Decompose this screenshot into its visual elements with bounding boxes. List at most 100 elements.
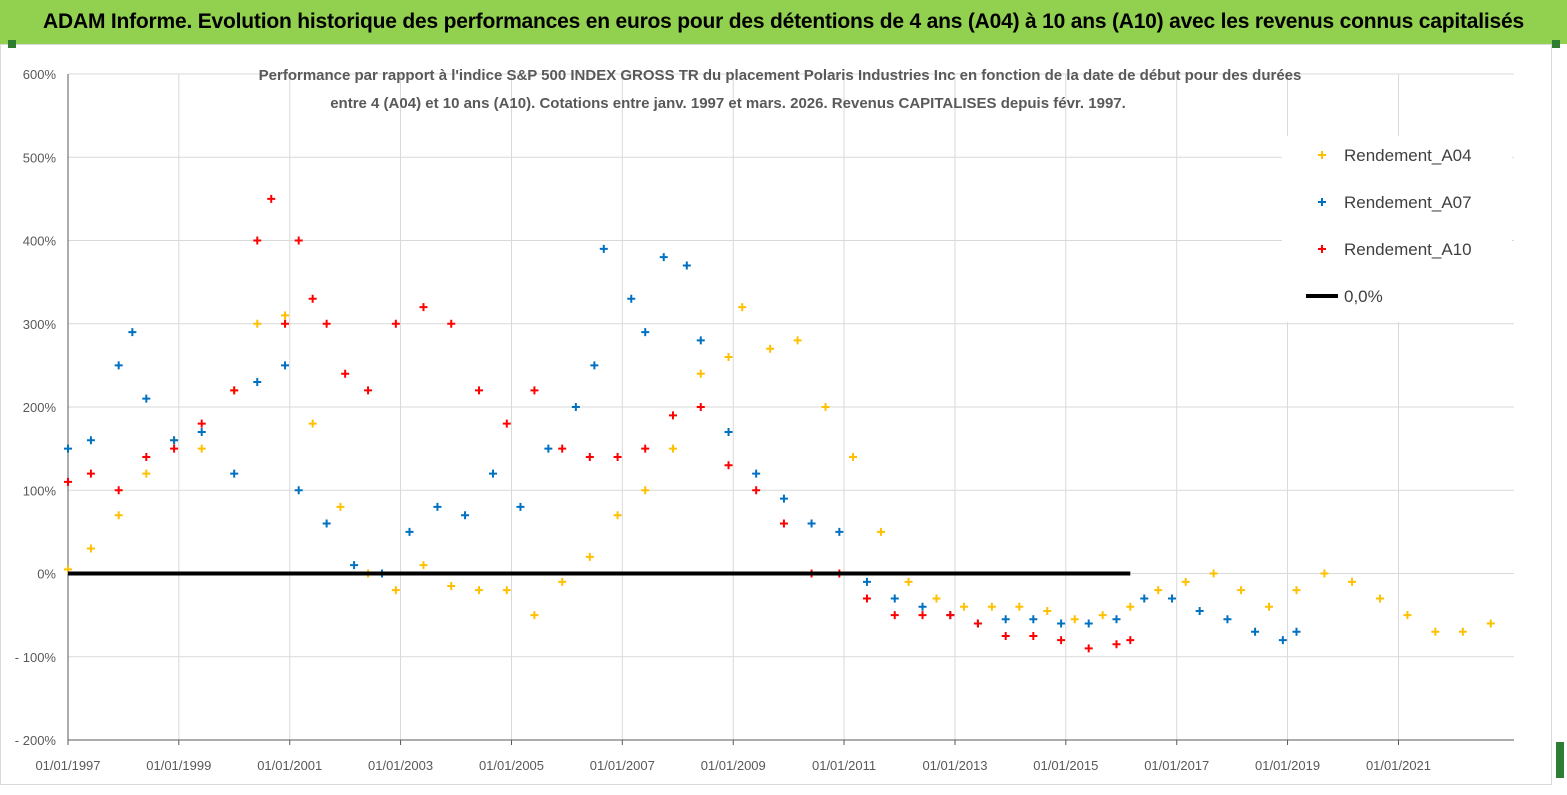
data-point (253, 378, 262, 387)
data-point (230, 469, 239, 478)
x-tick-label: 01/01/2009 (701, 758, 766, 773)
x-tick-label: 01/01/1997 (35, 758, 100, 773)
data-point (128, 328, 137, 337)
x-tick-label: 01/01/2021 (1366, 758, 1431, 773)
x-tick-label: 01/01/2011 (812, 758, 876, 773)
legend-label: Rendement_A04 (1344, 146, 1472, 165)
data-point (766, 344, 775, 353)
data-point (752, 469, 761, 478)
data-point (932, 594, 941, 603)
chart-area: 600% 500% 400% 300% 200% 100% 0% - 100% - 200% 01… (0, 44, 1567, 790)
data-point (350, 561, 359, 570)
data-point (558, 444, 567, 453)
data-point (1140, 594, 1149, 603)
chart-title-group: Performance par rapport à l'indice S&P 5… (259, 67, 1302, 112)
data-point (433, 502, 442, 511)
data-point (1223, 615, 1232, 624)
data-point (1112, 615, 1121, 624)
series-rendement-a07 (64, 244, 1301, 645)
data-point (599, 244, 608, 253)
legend-label: 0,0% (1344, 287, 1383, 306)
data-point (86, 469, 95, 478)
data-point (668, 411, 677, 420)
data-point (419, 561, 428, 570)
data-point (142, 394, 151, 403)
legend-swatch (1318, 245, 1326, 253)
data-point (308, 419, 317, 428)
data-point (253, 236, 262, 245)
data-point (890, 611, 899, 620)
y-tick-label: 300% (23, 317, 57, 332)
data-point (391, 319, 400, 328)
data-point (391, 586, 400, 595)
data-point (1098, 611, 1107, 620)
x-tick-label: 01/01/2003 (368, 758, 433, 773)
data-point (364, 386, 373, 395)
data-point (64, 477, 72, 486)
data-point (308, 294, 317, 303)
legend-label: Rendement_A07 (1344, 193, 1472, 212)
report-title: ADAM Informe. Evolution historique des p… (43, 10, 1524, 33)
y-tick-label: 400% (23, 234, 57, 249)
data-point (1486, 619, 1495, 628)
data-point (890, 594, 899, 603)
data-point (724, 353, 733, 362)
report-banner: ADAM Informe. Evolution historique des p… (0, 0, 1567, 44)
data-point (793, 336, 802, 345)
data-point (64, 444, 72, 453)
data-point (807, 519, 816, 528)
data-point (904, 577, 913, 586)
data-point (696, 403, 705, 411)
data-point (752, 486, 761, 495)
data-point (779, 494, 788, 503)
data-point (696, 369, 705, 378)
data-point (1084, 644, 1093, 653)
data-point (641, 444, 650, 453)
data-point (724, 427, 733, 436)
data-point (1112, 640, 1121, 649)
y-tick-label: - 100% (15, 650, 57, 665)
data-point (114, 361, 123, 370)
x-tick-label: 01/01/2001 (257, 758, 322, 773)
y-tick-label: - 200% (15, 733, 57, 748)
data-point (170, 444, 179, 453)
data-point (447, 581, 456, 590)
data-point (230, 386, 239, 395)
data-point (1168, 594, 1177, 603)
x-tick-label: 01/01/2017 (1144, 758, 1209, 773)
data-point (1084, 619, 1093, 628)
data-point (419, 303, 428, 312)
data-point (558, 577, 567, 586)
y-tick-label: 100% (23, 483, 57, 498)
data-point (918, 611, 927, 620)
data-point (738, 303, 747, 312)
data-point (668, 444, 677, 453)
data-point (114, 511, 123, 520)
data-point (862, 577, 871, 586)
y-tick-label: 0% (37, 567, 56, 582)
data-point (142, 469, 151, 478)
data-point (1181, 577, 1190, 586)
data-point (530, 611, 539, 620)
data-point (281, 319, 290, 328)
data-point (253, 319, 262, 328)
data-point (987, 602, 996, 611)
data-point (1126, 602, 1135, 611)
data-point (1029, 631, 1038, 640)
data-point (613, 452, 622, 461)
data-point (659, 253, 668, 262)
data-point (197, 419, 206, 428)
data-point (1237, 586, 1246, 595)
data-point (516, 502, 525, 511)
data-point (170, 436, 179, 445)
corner-marker-top-right (1552, 40, 1560, 48)
data-point (1001, 631, 1010, 640)
data-point (876, 527, 885, 536)
data-point (86, 544, 95, 553)
data-point (322, 319, 331, 328)
data-point (1001, 615, 1010, 624)
legend-box (1282, 136, 1512, 322)
data-point (641, 486, 650, 495)
data-point (502, 419, 511, 428)
data-point (114, 486, 123, 495)
